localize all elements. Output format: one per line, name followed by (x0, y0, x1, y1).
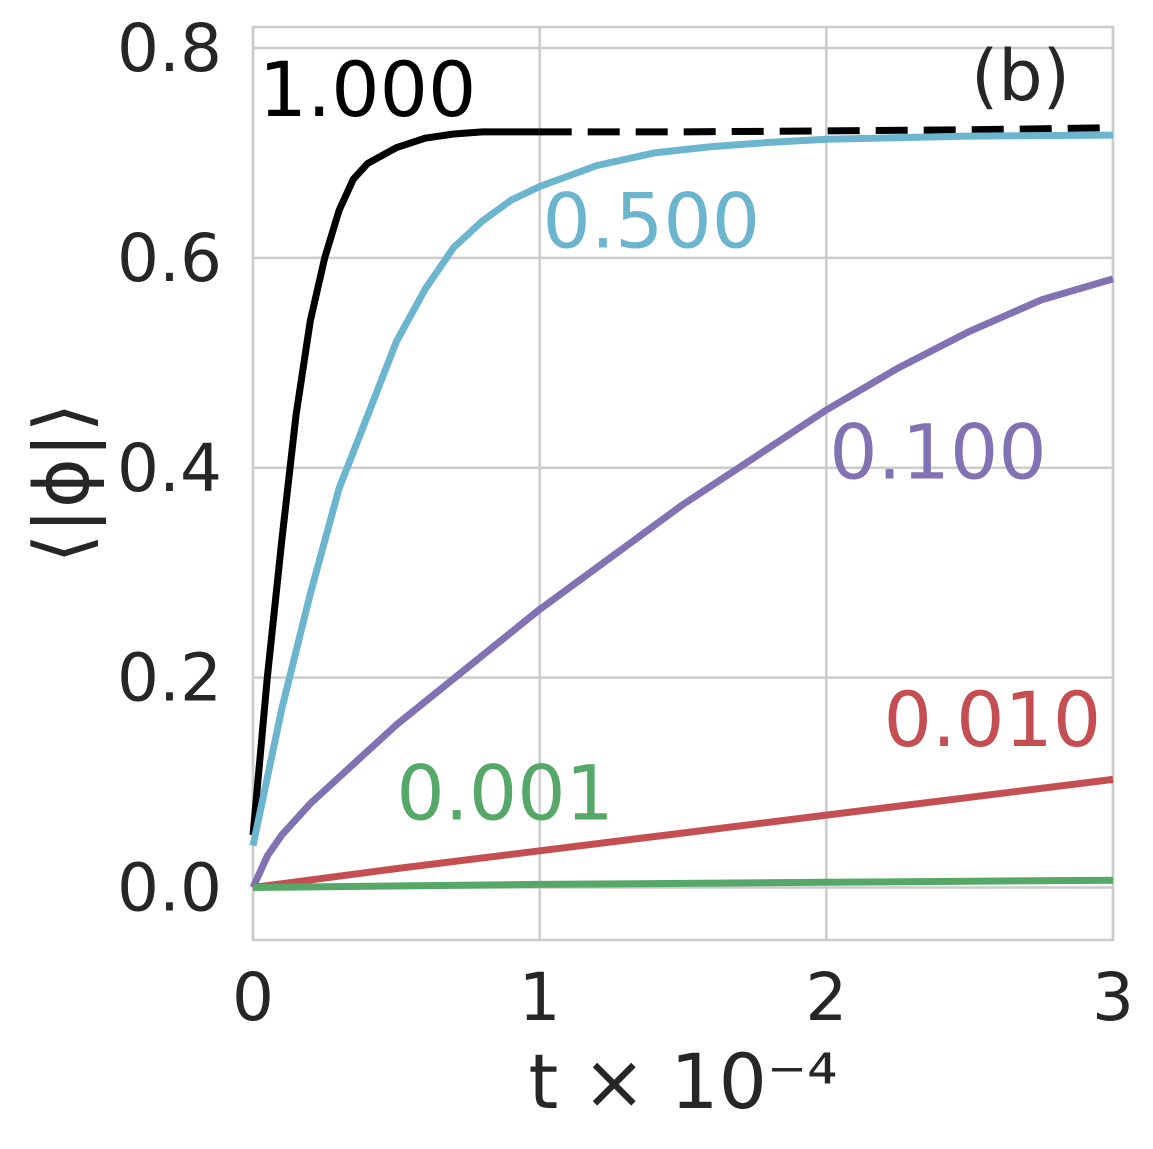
x-tick-label: 2 (805, 959, 847, 1036)
y-tick-label: 0.0 (117, 850, 222, 927)
series-line-0 (249, 128, 540, 836)
x-tick-labels: 0 1 2 3 (232, 959, 1134, 1036)
curve-label-4: 0.001 (396, 748, 614, 837)
curve-label-1: 0.500 (543, 176, 761, 265)
y-tick-label: 0.6 (117, 220, 222, 297)
series-line-2 (249, 275, 1114, 889)
curve-label-2: 0.100 (829, 407, 1047, 496)
y-tick-label: 0.8 (117, 10, 222, 87)
series-line-3 (252, 775, 1114, 891)
series-line-4 (252, 876, 1114, 891)
curve-label-0: 1.000 (259, 45, 477, 134)
y-tick-label: 0.4 (117, 430, 222, 507)
series-lines (249, 124, 1114, 891)
plot-frame (251, 25, 1115, 942)
series-line-1 (249, 131, 1114, 847)
curve-label-3: 0.010 (884, 675, 1102, 764)
panel-label: (b) (971, 35, 1070, 117)
y-axis-label: ⟨|ϕ|⟩ (17, 403, 107, 564)
x-tick-label: 0 (232, 959, 274, 1036)
y-tick-labels: 0.0 0.2 0.4 0.6 0.8 (117, 10, 222, 927)
x-tick-label: 1 (519, 959, 561, 1036)
x-axis-label: t × 10⁻⁴ (528, 1037, 837, 1126)
x-tick-label: 3 (1092, 959, 1134, 1036)
curve-labels: 1.000 0.500 0.100 0.010 0.001 (259, 45, 1102, 837)
y-tick-label: 0.2 (117, 640, 222, 717)
